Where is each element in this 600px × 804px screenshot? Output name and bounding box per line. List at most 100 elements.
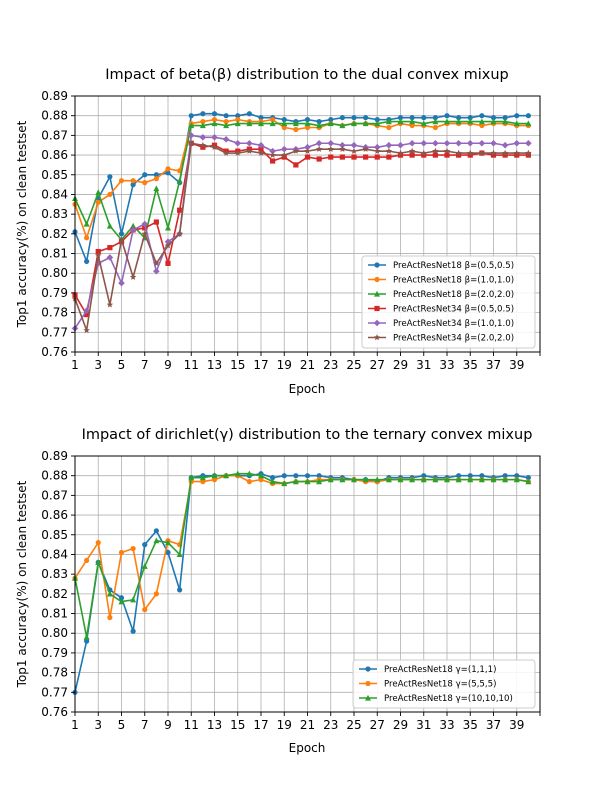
data-point: [118, 178, 125, 184]
data-point: [153, 176, 159, 182]
x-tick-label: 5: [118, 358, 126, 372]
y-tick-label: 0.87: [41, 488, 68, 502]
data-point: [153, 185, 160, 192]
x-tick-label: 25: [346, 358, 361, 372]
data-point: [129, 273, 137, 280]
data-point: [490, 118, 497, 125]
data-point: [176, 177, 183, 184]
data-point: [455, 139, 462, 147]
data-point: [106, 222, 113, 229]
data-point: [432, 124, 438, 131]
series-line: [74, 142, 529, 332]
data-point: [258, 120, 264, 127]
data-point: [165, 170, 171, 176]
data-point: [304, 117, 311, 123]
data-point: [142, 607, 148, 613]
data-point: [525, 475, 531, 481]
data-point: [327, 139, 335, 147]
data-point: [444, 476, 450, 483]
data-point: [374, 276, 380, 283]
y-tick-label: 0.82: [41, 227, 68, 241]
data-point: [363, 115, 369, 121]
data-point: [385, 118, 392, 125]
data-point: [211, 134, 218, 141]
data-point: [315, 145, 323, 152]
legend-item: PreActResNet18 β=(1.0,1.0): [368, 276, 514, 286]
legend-label: PreActResNet34 β=(1.0,1.0): [393, 319, 514, 329]
data-point: [444, 113, 450, 119]
data-point: [432, 115, 438, 121]
data-point: [513, 120, 520, 127]
data-point: [339, 122, 346, 129]
data-point: [374, 476, 381, 483]
data-point: [292, 120, 299, 127]
data-point: [130, 178, 136, 184]
x-tick-label: 11: [184, 358, 199, 372]
x-tick-label: 37: [486, 718, 501, 732]
data-point: [365, 666, 371, 672]
data-point: [502, 476, 509, 483]
x-tick-label: 27: [370, 718, 385, 732]
data-point: [409, 152, 415, 158]
data-point: [223, 113, 229, 119]
data-point: [258, 472, 264, 479]
data-point: [374, 305, 380, 312]
data-point: [374, 290, 380, 297]
data-point: [466, 139, 474, 147]
data-point: [397, 118, 404, 125]
x-tick-label: 17: [253, 358, 268, 372]
data-point: [456, 473, 462, 479]
data-point: [223, 122, 230, 129]
data-point: [95, 199, 101, 205]
data-point: [409, 122, 415, 129]
data-point: [222, 149, 230, 156]
legend: PreActResNet18 β=(0.5,0.5) PreActResNet18…: [361, 255, 536, 349]
data-point: [165, 166, 171, 172]
data-point: [455, 118, 462, 125]
data-point: [235, 117, 241, 123]
legend-label: PreActResNet18 γ=(1,1,1): [384, 665, 496, 675]
y-tick-label: 0.84: [41, 547, 68, 561]
y-ticks: 0.76 0.77 0.78 0.79 0.80 0.81 0.82 0.83 0.84 0.85…: [41, 89, 75, 359]
data-point: [316, 122, 323, 129]
data-point: [211, 143, 218, 150]
data-point: [304, 478, 311, 485]
data-point: [83, 633, 90, 640]
x-tick-label: 33: [439, 358, 454, 372]
data-point: [432, 147, 439, 154]
data-point: [304, 143, 311, 151]
data-point: [118, 231, 125, 237]
data-point: [478, 476, 485, 483]
y-tick-label: 0.82: [41, 587, 68, 601]
data-point: [432, 118, 439, 125]
data-point: [502, 118, 509, 125]
data-point: [421, 473, 427, 479]
data-point: [199, 122, 206, 129]
data-point: [304, 120, 311, 127]
y-tick-label: 0.83: [41, 567, 68, 581]
legend-item: PreActResNet34 β=(1.0,1.0): [368, 319, 514, 329]
data-point: [281, 124, 287, 131]
data-point: [513, 476, 520, 483]
data-point: [118, 236, 125, 243]
data-point: [107, 614, 113, 621]
data-point: [84, 311, 90, 318]
legend-label: PreActResNet18 γ=(10,10,10): [384, 694, 513, 704]
x-tick-label: 9: [164, 358, 172, 372]
x-tick-label: 25: [346, 718, 361, 732]
series-3: [72, 118, 532, 243]
data-point: [211, 477, 218, 483]
data-point: [235, 113, 241, 119]
data-point: [211, 120, 218, 127]
data-point: [374, 120, 381, 127]
data-point: [455, 149, 462, 156]
data-point: [118, 549, 125, 556]
data-point: [130, 222, 137, 229]
x-tick-label: 7: [141, 358, 149, 372]
data-point: [443, 139, 451, 147]
data-point: [525, 152, 531, 158]
data-point: [328, 117, 334, 123]
data-point: [106, 590, 113, 597]
data-point: [153, 219, 159, 225]
